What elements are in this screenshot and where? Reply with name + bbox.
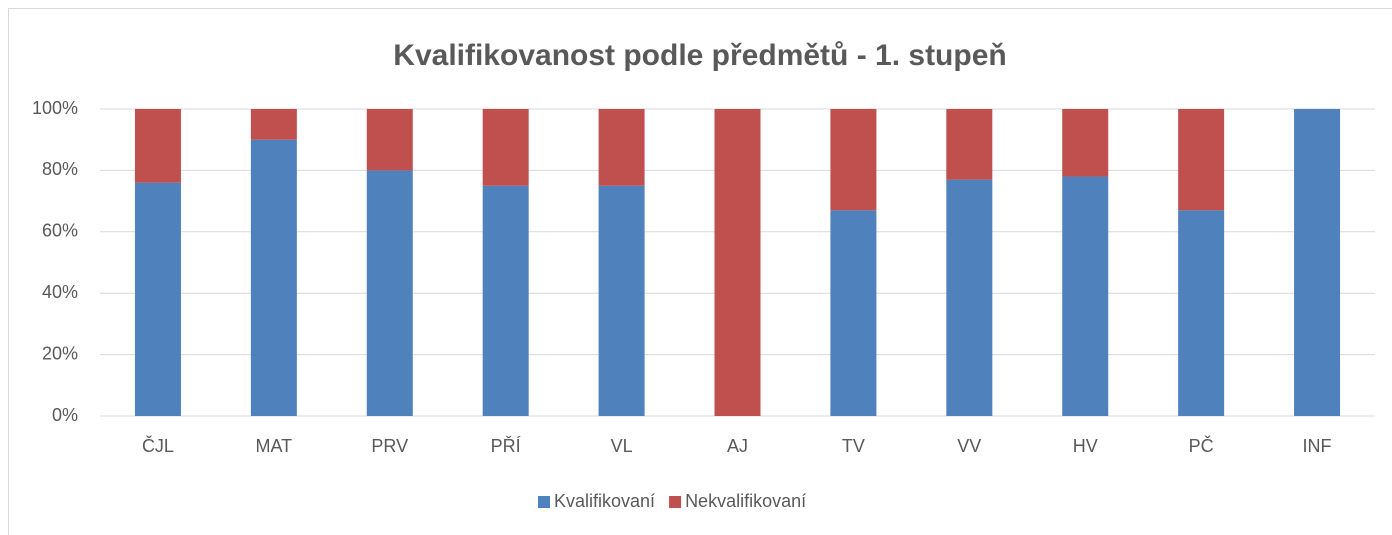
y-tick-label: 60% [42, 221, 78, 241]
bar [134, 182, 181, 416]
x-tick-label: PŘÍ [491, 436, 521, 456]
x-tick-label: ČJL [142, 435, 174, 456]
x-tick-label: VL [611, 436, 633, 456]
x-tick-label: PČ [1189, 435, 1214, 456]
y-tick-label: 40% [42, 282, 78, 302]
bar [830, 210, 877, 416]
bar [946, 109, 993, 180]
x-tick-label: VV [957, 436, 981, 456]
bar [1294, 109, 1341, 416]
x-tick-label: HV [1073, 436, 1098, 456]
x-tick-label: AJ [727, 436, 748, 456]
bar [482, 109, 529, 186]
bar [134, 109, 181, 183]
bar [366, 170, 413, 416]
bar [714, 109, 761, 416]
y-tick-label: 80% [42, 159, 78, 179]
bar [482, 185, 529, 416]
y-tick-label: 100% [32, 98, 78, 118]
bar [1178, 109, 1225, 211]
bar [830, 109, 877, 211]
bar [250, 139, 297, 416]
bar [1062, 109, 1109, 177]
legend-label: Kvalifikovaní [554, 491, 655, 511]
x-tick-label: INF [1303, 436, 1332, 456]
bar [366, 109, 413, 171]
legend-swatch [538, 496, 550, 508]
y-tick-label: 20% [42, 343, 78, 363]
bar [1062, 176, 1109, 416]
bar [946, 179, 993, 416]
chart-title: Kvalifikovanost podle předmětů - 1. stup… [393, 39, 1006, 72]
legend-swatch [669, 496, 682, 508]
bar [598, 185, 645, 416]
y-tick-label: 0% [52, 405, 78, 425]
chart-frame [8, 8, 1392, 535]
legend-label: Nekvalifikovaní [685, 491, 806, 511]
x-tick-label: TV [842, 436, 865, 456]
bar [1178, 210, 1225, 416]
x-tick-label: PRV [371, 436, 408, 456]
x-tick-label: MAT [256, 436, 293, 456]
bar [598, 109, 645, 186]
bar [250, 109, 297, 140]
